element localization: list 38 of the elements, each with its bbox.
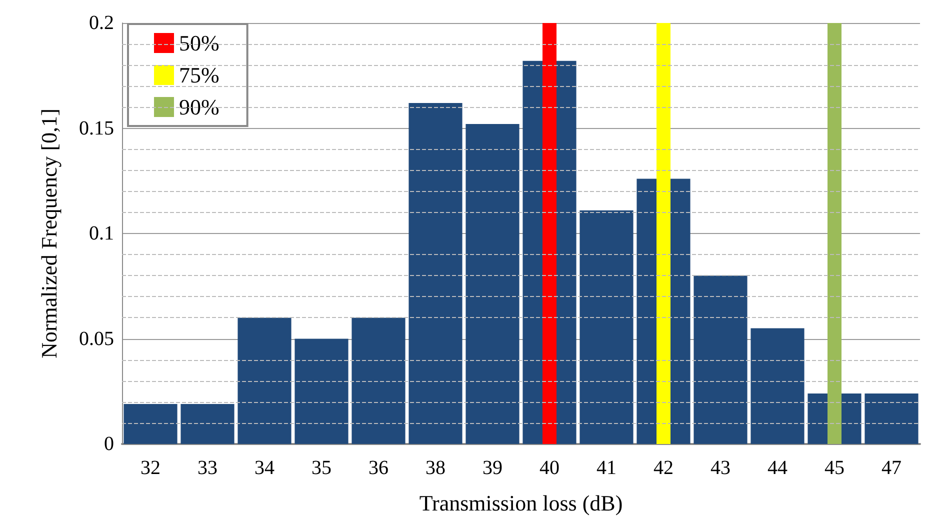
x-tick-label: 43 [710, 457, 730, 479]
y-axis-title: Normalized Frequency [0,1] [36, 108, 62, 358]
bar [408, 102, 462, 444]
bar [352, 318, 406, 444]
x-tick-label: 35 [312, 457, 332, 479]
x-tick-label: 39 [482, 457, 502, 479]
x-tick-label: 47 [882, 457, 902, 479]
x-tick-label: 33 [198, 457, 218, 479]
bar [238, 318, 292, 444]
x-tick-label: 42 [654, 457, 674, 479]
x-tick-label: 38 [426, 457, 446, 479]
bar [466, 124, 520, 444]
bar [124, 404, 178, 444]
x-tick-label: 45 [824, 457, 844, 479]
bar [694, 276, 748, 444]
y-tick-label: 0.2 [89, 12, 114, 34]
y-tick-label: 0.05 [79, 328, 114, 350]
y-tick-label: 0.15 [79, 117, 114, 140]
x-tick-label: 34 [254, 457, 274, 479]
legend-label: 75% [179, 62, 220, 88]
bar [542, 23, 556, 444]
x-tick-label: 40 [540, 457, 560, 479]
y-tick-label: 0.1 [89, 222, 114, 244]
x-tick-label: 44 [768, 457, 788, 479]
legend-label: 50% [179, 30, 220, 56]
bar [750, 328, 804, 444]
x-tick-label: 32 [140, 457, 160, 479]
x-tick-label: 36 [368, 457, 388, 479]
bar [864, 393, 918, 444]
bar [580, 210, 634, 444]
x-tick-label: 41 [596, 457, 616, 479]
bar [828, 23, 842, 444]
y-tick-label: 0 [104, 433, 114, 455]
bar [656, 23, 670, 444]
legend-label: 90% [179, 94, 220, 120]
bar [294, 338, 348, 444]
x-axis-title: Transmission loss (dB) [419, 490, 623, 516]
bar [180, 404, 234, 444]
